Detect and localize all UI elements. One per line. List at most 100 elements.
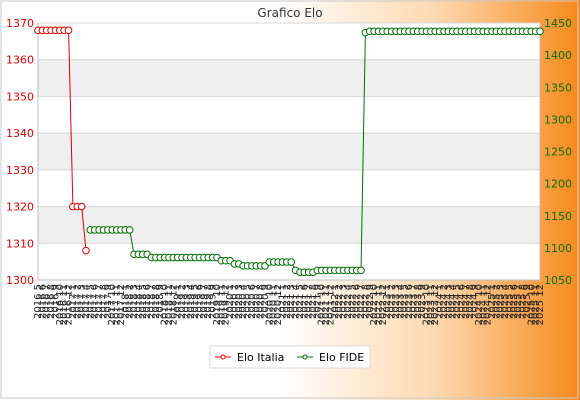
x-tick-label: 2020 4 (238, 284, 249, 319)
x-tick-label: 2024 3 (443, 284, 454, 319)
x-tick-label: 2017 10 (107, 284, 118, 325)
y-right-tick-label: 1100 (544, 242, 572, 255)
y-left-tick-label: 1360 (6, 54, 34, 67)
x-tick-label: 2024 12 (483, 284, 494, 325)
x-tick-label: 2023 2 (387, 284, 398, 319)
x-tick-label: 2023 11 (426, 284, 437, 325)
x-tick-label: 2018 7 (146, 284, 157, 319)
x-tick-label: 2018 5 (138, 284, 149, 319)
x-tick-label: 2019 11 (216, 284, 227, 325)
x-tick-label: 2025 10 (526, 284, 537, 325)
y-axis-right: 1050 1100 1150 1200 1250 1300 1350 1400 1450 (544, 17, 572, 287)
x-tick-label: 2024 11 (478, 284, 489, 325)
legend-item-elo-fide[interactable]: Elo FIDE (297, 351, 364, 364)
x-tick-label: 2023 3 (391, 284, 402, 319)
x-tick-label: 2020 10 (264, 284, 275, 325)
legend-marker-elo-fide (302, 354, 308, 360)
x-tick-label: 2021 12 (325, 284, 336, 325)
x-tick-label: 2024 1 (435, 284, 446, 319)
x-tick-label: 2019 10 (212, 284, 223, 325)
x-tick-label: 2022 1 (330, 284, 341, 319)
x-tick-label: 2020 11 (269, 284, 280, 325)
x-tick-label: 2017 6 (90, 284, 101, 319)
legend: Elo Italia Elo FIDE (209, 345, 371, 369)
x-tick-label: 2025 5 (504, 284, 515, 319)
x-tick-label: 2023 8 (413, 284, 424, 319)
legend-box (209, 345, 371, 369)
x-tick-label: 2023 9 (417, 284, 428, 319)
x-tick-label: 2022 4 (343, 284, 354, 319)
x-tick-label: 2022 5 (347, 284, 358, 319)
plot-band (38, 96, 540, 134)
y-left-tick-label: 1330 (6, 164, 34, 177)
x-tick-label: 2025 3 (496, 284, 507, 319)
x-tick-label: 2017 3 (77, 284, 88, 319)
x-tick-label: 2019 7 (199, 284, 210, 319)
y-right-tick-label: 1250 (544, 146, 572, 159)
x-tick-label: 2022 8 (360, 284, 371, 319)
x-tick-label: 2017 9 (103, 284, 114, 319)
x-tick-label: 2021 6 (299, 284, 310, 319)
x-tick-label: 2021 9 (312, 284, 323, 319)
x-tick-label: 2016 11 (59, 284, 70, 325)
x-tick-label: 2018 6 (142, 284, 153, 319)
legend-item-elo-italia[interactable]: Elo Italia (215, 351, 284, 364)
x-tick-label: 2021 2 (282, 284, 293, 319)
x-tick-label: 2024 5 (452, 284, 463, 319)
x-tick-label: 2020 2 (229, 284, 240, 319)
x-tick-label: 2022 3 (339, 284, 350, 319)
legend-marker-elo-italia (220, 354, 226, 360)
x-tick-label: 2021 4 (291, 284, 302, 319)
x-tick-label: 2024 7 (461, 284, 472, 319)
x-tick-label: 2021 3 (286, 284, 297, 319)
x-tick-label: 2016 12 (64, 284, 75, 325)
x-tick-label: 2018 12 (168, 284, 179, 325)
data-point-elo-italia (82, 246, 90, 255)
x-tick-label: 2019 3 (181, 284, 192, 319)
plot-band (38, 169, 540, 207)
x-tick-label: 2016 9 (50, 284, 61, 319)
y-right-tick-label: 1300 (544, 113, 572, 126)
legend-label-elo-fide: Elo FIDE (319, 351, 364, 364)
x-tick-label: 2020 12 (273, 284, 284, 325)
x-tick-label: 2024 4 (448, 284, 459, 319)
x-tick-label: 2023 4 (395, 284, 406, 319)
x-tick-label: 2025 4 (500, 284, 511, 319)
y-right-tick-label: 1150 (544, 210, 572, 223)
x-tick-label: 2023 6 (404, 284, 415, 319)
x-tick-label: 2021 11 (321, 284, 332, 325)
chart-title: Grafico Elo (257, 6, 322, 20)
y-right-tick-label: 1400 (544, 49, 572, 62)
x-tick-label: 2022 2 (334, 284, 345, 319)
x-tick-label: 2020 1 (225, 284, 236, 319)
x-tick-label: 2022 12 (378, 284, 389, 325)
x-tick-label: 2025 11 (531, 284, 542, 325)
x-tick-label: 2018 10 (160, 284, 171, 325)
x-tick-label: 2019 8 (203, 284, 214, 319)
x-tick-label: 2022 11 (373, 284, 384, 325)
x-tick-label: 2018 11 (164, 284, 175, 325)
x-tick-label: 2017 7 (94, 284, 105, 319)
x-tick-label: 2020 7 (251, 284, 262, 319)
x-tick-label: 2018 3 (129, 284, 140, 319)
x-tick-label: 2020 5 (243, 284, 254, 319)
y-left-tick-label: 1350 (6, 90, 34, 103)
x-tick-label: 2017 11 (112, 284, 123, 325)
y-left-tick-label: 1300 (6, 274, 34, 287)
plot-band (38, 133, 540, 170)
x-tick-label: 2016 6 (37, 284, 48, 319)
legend-label-elo-italia: Elo Italia (237, 351, 284, 364)
x-tick-label: 2024 6 (456, 284, 467, 319)
x-tick-label: 2018 4 (133, 284, 144, 319)
x-tick-label: 2025 12 (535, 284, 546, 325)
x-tick-label: 2017 4 (81, 284, 92, 319)
series-layer (34, 26, 544, 277)
x-tick-label: 2016 5 (33, 284, 44, 319)
x-tick-label: 2022 7 (356, 284, 367, 319)
x-tick-label: 2023 12 (430, 284, 441, 325)
x-tick-label: 2021 7 (304, 284, 315, 319)
x-tick-label: 2020 6 (247, 284, 258, 319)
x-tick-label: 2018 1 (120, 284, 131, 319)
